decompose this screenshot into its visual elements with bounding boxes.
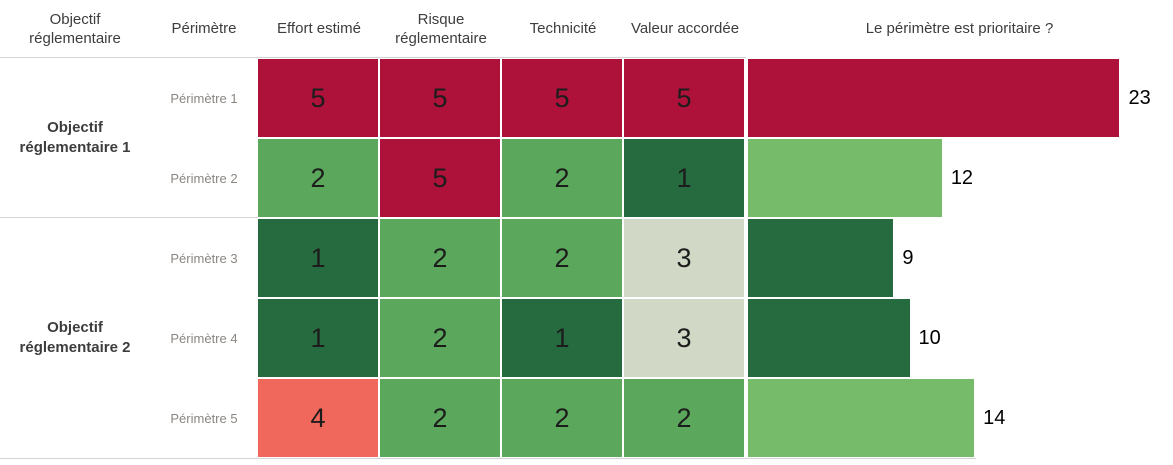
score-cell-risque[interactable]: 2 xyxy=(380,379,500,457)
priority-bar[interactable] xyxy=(748,379,975,457)
priority-value-label: 10 xyxy=(918,326,941,349)
priority-bar[interactable] xyxy=(748,139,942,217)
group-rows: Périmètre 1 5 5 5 5 23 Périmètre 2 2 5 2 1 12 xyxy=(150,58,1173,218)
score-cell-valeur[interactable]: 1 xyxy=(624,139,744,217)
table-row: Périmètre 4 1 2 1 3 10 xyxy=(150,298,1173,378)
table-row: Périmètre 1 5 5 5 5 23 xyxy=(150,58,1173,138)
score-cell-technicite[interactable]: 2 xyxy=(502,379,622,457)
priority-value-label: 14 xyxy=(983,406,1006,429)
score-cell-effort[interactable]: 2 xyxy=(258,139,378,217)
priority-bar-cell: 9 xyxy=(746,218,1173,298)
score-cell-effort[interactable]: 1 xyxy=(258,219,378,297)
priority-bar-cell: 12 xyxy=(746,138,1173,218)
objectif-group-label: Objectif réglementaire 2 xyxy=(19,318,131,356)
priority-bar-cell: 10 xyxy=(746,298,1173,378)
header-effort-estime: Effort estimé xyxy=(277,20,361,38)
header-perimetre-prioritaire: Le périmètre est prioritaire ? xyxy=(865,20,1054,38)
header-technicite: Technicité xyxy=(529,20,597,38)
header-objectif-reglementaire: Objectif réglementaire xyxy=(29,10,121,48)
header-risque-reglementaire: Risque réglementaire xyxy=(395,10,487,48)
score-cell-effort[interactable]: 5 xyxy=(258,59,378,137)
priority-value-label: 12 xyxy=(950,166,974,189)
score-cell-risque[interactable]: 5 xyxy=(380,59,500,137)
score-cell-valeur[interactable]: 3 xyxy=(624,219,744,297)
priority-bar[interactable] xyxy=(748,299,910,377)
score-cell-valeur[interactable]: 5 xyxy=(624,59,744,137)
score-cell-risque[interactable]: 2 xyxy=(380,299,500,377)
priority-bar-cell: 14 xyxy=(746,378,1173,458)
score-cell-technicite[interactable]: 2 xyxy=(502,139,622,217)
priority-bar-cell: 23 xyxy=(746,58,1173,138)
header-valeur-accordee: Valeur accordée xyxy=(630,20,740,38)
header-perimetre: Périmètre xyxy=(171,20,237,38)
group-rows: Périmètre 3 1 2 2 3 9 Périmètre 4 1 2 1 3 10 Périmèt… xyxy=(150,218,1173,458)
priority-bar[interactable] xyxy=(748,219,894,297)
score-cell-risque[interactable]: 5 xyxy=(380,139,500,217)
score-cell-valeur[interactable]: 3 xyxy=(624,299,744,377)
perimetre-label: Périmètre 5 xyxy=(170,410,238,426)
score-cell-risque[interactable]: 2 xyxy=(380,219,500,297)
score-cell-effort[interactable]: 4 xyxy=(258,379,378,457)
table-row: Périmètre 2 2 5 2 1 12 xyxy=(150,138,1173,218)
score-cell-technicite[interactable]: 5 xyxy=(502,59,622,137)
priority-bar[interactable] xyxy=(748,59,1120,137)
score-cell-valeur[interactable]: 2 xyxy=(624,379,744,457)
score-cell-technicite[interactable]: 2 xyxy=(502,219,622,297)
table-row: Périmètre 5 4 2 2 2 14 xyxy=(150,378,1173,458)
score-cell-technicite[interactable]: 1 xyxy=(502,299,622,377)
bottom-axis-rule xyxy=(0,458,976,459)
column-header-row: Objectif réglementaire Périmètre Effort … xyxy=(0,0,1173,58)
perimetre-label: Périmètre 3 xyxy=(170,250,238,266)
priority-value-label: 9 xyxy=(902,246,914,269)
perimetre-label: Périmètre 1 xyxy=(170,90,238,106)
objectif-group-label: Objectif réglementaire 1 xyxy=(19,118,131,156)
priority-value-label: 23 xyxy=(1128,86,1151,109)
perimetre-label: Périmètre 2 xyxy=(170,170,238,186)
perimetre-label: Périmètre 4 xyxy=(170,330,238,346)
score-cell-effort[interactable]: 1 xyxy=(258,299,378,377)
